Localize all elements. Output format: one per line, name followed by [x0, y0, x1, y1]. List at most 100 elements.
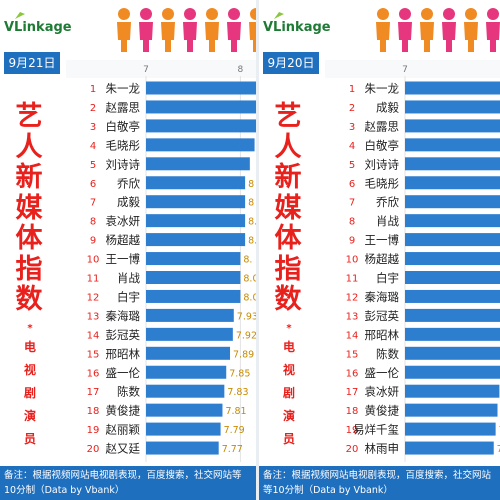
rank-label: 1 [349, 84, 355, 95]
score-bar [146, 100, 256, 114]
subtitle-char: 剧 [282, 386, 295, 400]
artist-name-label: 黄俊捷 [365, 404, 400, 418]
rank-label: 18 [87, 406, 100, 417]
rank-label: 20 [346, 444, 359, 455]
artist-name-label: 邢昭林 [106, 347, 141, 361]
subtitle-char: 视 [282, 363, 295, 377]
rank-label: 12 [346, 292, 359, 303]
rank-label: 6 [349, 179, 355, 190]
artist-name-label: 赵丽颖 [106, 423, 141, 437]
artist-name-label: 林雨申 [365, 442, 400, 456]
artist-name-label: 杨超越 [106, 233, 141, 247]
rank-label: 8 [90, 217, 96, 228]
artist-name-label: 袁冰妍 [365, 385, 400, 399]
rank-label: 15 [87, 349, 100, 360]
rank-label: 6 [90, 179, 96, 190]
score-bar [405, 81, 500, 95]
footnote: 备注：根据视频网站电视剧表现，百度搜索，社交网站等10分制（Data by Vb… [259, 466, 500, 500]
score-bar [405, 327, 500, 341]
rank-label: 10 [346, 255, 359, 266]
artist-name-label: 秦海璐 [106, 309, 141, 323]
value-label: 7.92 [236, 330, 256, 341]
artist-name-label: 秦海璐 [365, 290, 400, 304]
title-char: 人 [274, 131, 302, 163]
score-bar [146, 157, 250, 171]
value-label: 7.83 [227, 387, 248, 398]
score-bar [146, 252, 241, 266]
people-decoration [376, 8, 500, 52]
rank-label: 14 [346, 330, 359, 341]
title-char: 人 [15, 131, 43, 163]
artist-name-label: 彭冠英 [365, 309, 400, 323]
axis-header-band [66, 60, 256, 78]
value-label: 7.93 [237, 311, 256, 322]
title-star: * [27, 323, 33, 334]
axis-header-band [325, 60, 500, 78]
person-icon [486, 8, 500, 52]
title-char: 数 [274, 284, 302, 315]
title-char: 艺 [274, 101, 302, 132]
artist-name-label: 王一博 [365, 233, 400, 247]
rank-label: 5 [349, 160, 355, 171]
artist-name-label: 赵露思 [106, 100, 141, 114]
person-icon [139, 8, 153, 52]
artist-name-label: 赵露思 [365, 119, 400, 133]
score-bar [146, 233, 246, 247]
title-char: 媒 [15, 192, 43, 224]
artist-name-label: 陈数 [376, 347, 399, 361]
person-icon [442, 8, 456, 52]
value-label: 7.89 [233, 349, 254, 360]
value-label: 8. [248, 217, 256, 228]
rank-label: 1 [90, 84, 96, 95]
artist-name-label: 成毅 [376, 100, 399, 114]
artist-name-label: 白敬亭 [365, 138, 400, 152]
ranking-panel-sep21: VLinkage 9月21日 艺 人 新 媒 体 指 数 * 电 视 剧 演 员… [0, 8, 256, 500]
value-label: 8. [243, 255, 252, 266]
score-bar [405, 422, 496, 436]
score-bar [146, 289, 241, 303]
title-star: * [286, 323, 292, 334]
rank-label: 7 [90, 198, 96, 209]
person-icon [183, 8, 197, 52]
title-char: 媒 [274, 192, 302, 224]
score-bar [405, 271, 500, 284]
person-icon [117, 8, 131, 52]
footnote: 备注：根据视频网站电视剧表现，百度搜索，社交网站等10分制（Data by Vb… [0, 466, 256, 500]
artist-name-label: 肖战 [117, 271, 140, 285]
artist-name-label: 朱一龙 [106, 82, 141, 96]
value-label: 7.79 [224, 425, 245, 436]
rank-label: 3 [349, 122, 355, 133]
person-icon [464, 8, 478, 52]
score-bar [146, 271, 241, 284]
rank-label: 19 [87, 425, 100, 436]
rank-label: 12 [87, 292, 100, 303]
rank-label: 19 [346, 425, 359, 436]
score-bar [146, 403, 223, 417]
artist-name-label: 毛晓彤 [365, 176, 400, 190]
score-bar [405, 176, 500, 190]
subtitle-char: 电 [282, 340, 295, 354]
rank-label: 13 [87, 311, 100, 322]
rank-label: 2 [90, 103, 96, 114]
artist-name-label: 彭冠英 [106, 328, 141, 342]
subtitle-char: 剧 [23, 386, 36, 400]
bar-chart: 7 1 朱一龙 2 成毅 3 赵露思 4 白敬亭 5 刘诗诗 6 毛晓彤 7 乔欣 8 肖战 9 王一博 10 杨超越 1… [325, 60, 500, 462]
vertical-title: 艺 人 新 媒 体 指 数 [268, 101, 308, 316]
panel-divider [256, 0, 259, 500]
artist-name-label: 邢昭林 [365, 328, 400, 342]
vertical-subtitle: * 电 视 剧 演 员 [279, 322, 299, 451]
score-bar [405, 233, 500, 247]
value-label: 8.0 [243, 292, 256, 303]
title-char: 体 [274, 223, 302, 254]
artist-name-label: 白宇 [117, 290, 140, 304]
artist-name-label: 白敬亭 [106, 119, 141, 133]
score-bar [405, 138, 500, 152]
score-bar [146, 195, 246, 209]
score-bar [405, 157, 500, 171]
artist-name-label: 陈数 [117, 385, 140, 399]
subtitle-char: 演 [282, 409, 295, 423]
rank-label: 5 [90, 160, 96, 171]
artist-name-label: 朱一龙 [365, 82, 400, 96]
rank-label: 2 [349, 103, 355, 114]
score-bar [405, 403, 498, 417]
